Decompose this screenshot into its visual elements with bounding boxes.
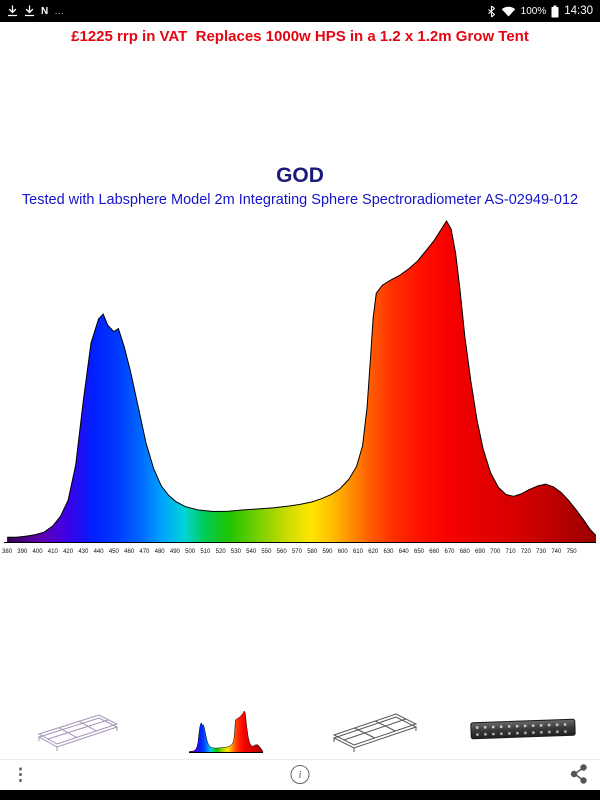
download-icon <box>24 5 35 17</box>
x-tick-label: 470 <box>139 549 150 555</box>
x-tick-label: 440 <box>93 549 104 555</box>
x-tick-label: 520 <box>215 549 226 555</box>
fixture-wireframe-icon <box>37 714 119 751</box>
promo-banner: £1225 rrp in VAT Replaces 1000w HPS in a… <box>71 28 529 45</box>
x-tick-label: 630 <box>383 549 394 555</box>
wifi-icon <box>501 6 515 16</box>
spectrum-chart: 380 390 400 410 420 430 440 450 460 470 480 490 500 5… <box>2 213 597 556</box>
x-tick-label: 490 <box>169 549 180 555</box>
x-tick-label: 500 <box>185 549 196 555</box>
status-more-icon: … <box>54 5 66 17</box>
thumbnail-led-bar-photo[interactable] <box>467 700 578 760</box>
x-tick-label: 600 <box>337 549 348 555</box>
status-bar-left: N … <box>7 5 65 17</box>
clock-label: 14:30 <box>564 5 593 17</box>
x-tick-label: 580 <box>307 549 318 555</box>
nfc-icon: N <box>41 5 49 17</box>
x-tick-label: 740 <box>551 549 562 555</box>
x-tick-label: 640 <box>398 549 409 555</box>
x-tick-label: 730 <box>536 549 547 555</box>
x-tick-label: 710 <box>505 549 516 555</box>
bottom-toolbar: ⋮ i <box>0 759 600 790</box>
x-tick-label: 610 <box>352 549 363 555</box>
x-tick-label: 750 <box>566 549 577 555</box>
x-tick-label: 540 <box>246 549 257 555</box>
download-icon <box>7 5 18 17</box>
x-tick-label: 650 <box>413 549 425 555</box>
x-tick-label: 620 <box>368 549 379 555</box>
info-icon: i <box>290 765 310 784</box>
x-tick-label: 420 <box>63 549 74 555</box>
product-title: GOD <box>276 164 324 187</box>
thumbnail-fixture-wireframe-1[interactable] <box>22 700 132 760</box>
battery-percent-label: 100% <box>520 5 547 17</box>
x-tick-label: 690 <box>475 549 486 555</box>
x-tick-label: 430 <box>78 549 89 555</box>
x-tick-label: 510 <box>200 549 211 555</box>
spectrum-svg <box>4 220 597 543</box>
mini-spectrum-icon <box>188 710 263 753</box>
x-tick-label: 450 <box>108 549 119 555</box>
thumbnail-fixture-wireframe-2[interactable] <box>319 700 430 760</box>
led-bar-icon <box>470 718 576 740</box>
x-tick-label: 480 <box>154 549 165 555</box>
x-tick-label: 460 <box>124 549 135 555</box>
x-tick-label: 550 <box>261 549 272 555</box>
x-tick-label: 380 <box>2 549 13 555</box>
x-axis-ticks: 380 390 400 410 420 430 440 450 460 470 480 490 500 5… <box>2 548 596 556</box>
status-bar: N … 100% 14:30 <box>0 0 600 22</box>
share-icon <box>570 764 587 784</box>
x-tick-label: 680 <box>459 549 470 555</box>
thumbnail-spectrum-chart[interactable] <box>170 700 281 760</box>
x-tick-label: 700 <box>490 549 501 555</box>
test-equipment-subtitle: Tested with Labsphere Model 2m Integrati… <box>21 192 579 208</box>
overflow-menu-button[interactable]: ⋮ <box>12 765 29 784</box>
battery-icon <box>551 5 559 17</box>
share-button[interactable] <box>570 764 588 789</box>
footer: ⋮ i <box>0 759 600 800</box>
status-bar-right: 100% 14:30 <box>487 5 593 18</box>
x-tick-label: 670 <box>444 549 455 555</box>
thumbnail-row <box>0 700 600 760</box>
x-tick-label: 720 <box>520 549 531 555</box>
x-tick-label: 590 <box>322 549 333 555</box>
x-tick-label: 390 <box>17 549 28 555</box>
x-tick-label: 530 <box>230 549 241 555</box>
fixture-wireframe-icon <box>333 713 418 752</box>
info-button[interactable]: i <box>290 765 310 784</box>
x-tick-label: 400 <box>32 549 43 555</box>
navigation-strip <box>0 790 600 800</box>
bluetooth-icon <box>487 5 495 17</box>
x-tick-label: 570 <box>291 549 302 555</box>
x-tick-label: 410 <box>47 549 58 555</box>
x-tick-label: 560 <box>276 549 287 555</box>
x-tick-label: 660 <box>429 549 440 555</box>
